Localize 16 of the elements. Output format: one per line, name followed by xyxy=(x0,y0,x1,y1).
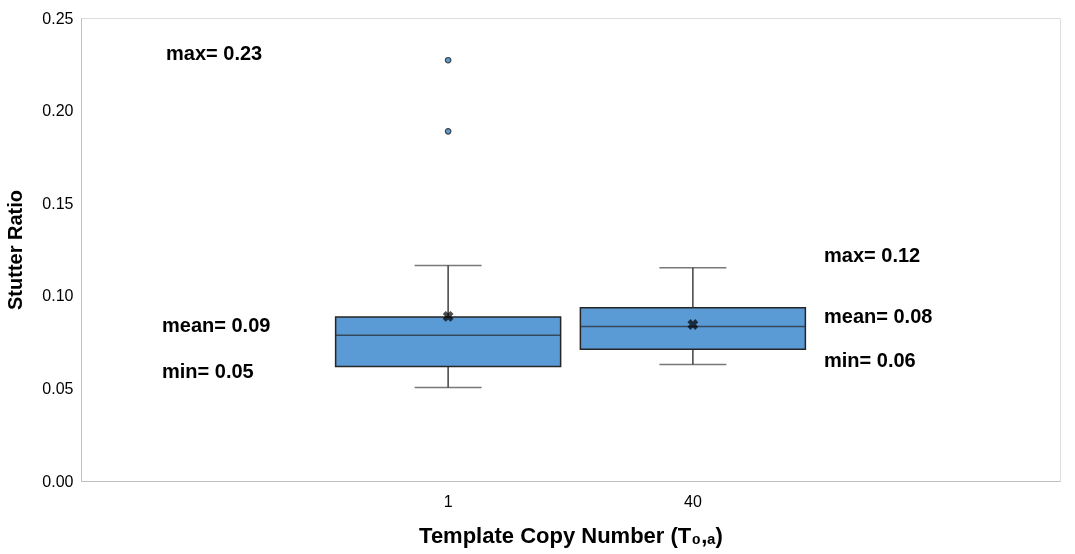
annotation: min= 0.06 xyxy=(824,349,916,371)
y-tick-label: 0.15 xyxy=(42,194,74,212)
y-tick-label: 0.25 xyxy=(42,9,74,27)
annotation: min= 0.05 xyxy=(162,360,254,382)
annotation: max= 0.12 xyxy=(824,244,921,266)
annotation: mean= 0.09 xyxy=(162,314,271,336)
x-tick-label: 40 xyxy=(683,492,702,510)
y-tick-label: 0.00 xyxy=(42,472,74,490)
x-tick-label: 1 xyxy=(443,492,453,510)
annotation: max= 0.23 xyxy=(166,42,263,64)
y-tick-label: 0.20 xyxy=(42,102,74,120)
y-tick-label: 0.10 xyxy=(42,287,74,305)
y-axis-title: Stutter Ratio xyxy=(4,190,27,310)
x-axis-title: Template Copy Number (T₀,ₐ) xyxy=(419,522,723,548)
annotation: mean= 0.08 xyxy=(824,305,933,327)
y-tick-label: 0.05 xyxy=(42,379,74,397)
